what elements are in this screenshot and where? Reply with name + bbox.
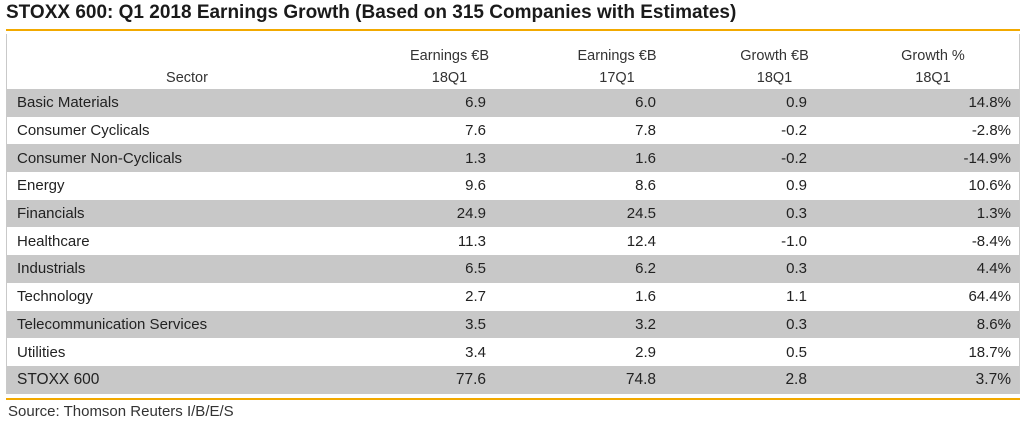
growth-pct-cell: 8.6% [847, 310, 1019, 339]
earnings-17q1-cell: 8.6 [635, 177, 656, 195]
earnings-17q1-cell: 2.9 [635, 343, 656, 361]
growth-eur-cell: 0.3 [702, 255, 847, 283]
header-earnings-17q1: Earnings €B 17Q1 [532, 34, 702, 89]
growth-pct-cell: 18.7% [968, 343, 1011, 361]
table-row: Consumer Cyclicals 7.6 7.8 -0.2 -2.8% [7, 117, 1019, 145]
header-growth-eur: Growth €B 18Q1 [702, 34, 847, 89]
header-period: 18Q1 [915, 70, 951, 86]
growth-eur-cell: -0.2 [702, 144, 847, 173]
earnings-17q1-cell: 24.5 [532, 199, 702, 228]
source-note: Source: Thomson Reuters I/B/E/S [8, 403, 234, 420]
table-title: STOXX 600: Q1 2018 Earnings Growth (Base… [6, 2, 737, 23]
growth-eur-cell: 0.5 [786, 343, 807, 361]
table-row: Basic Materials 6.9 6.0 0.9 14.8% [7, 89, 1019, 117]
table-row: Energy 9.6 8.6 0.9 10.6% [7, 172, 1019, 200]
sector-cell: Financials [7, 199, 367, 228]
earnings-17q1-cell: 12.4 [626, 232, 656, 250]
sector-cell: Healthcare [17, 232, 90, 250]
earnings-17q1-cell: 1.6 [635, 288, 656, 306]
growth-pct-cell: 64.4% [968, 288, 1011, 306]
sector-cell: Consumer Non-Cyclicals [7, 144, 367, 173]
sector-cell: Basic Materials [7, 89, 367, 117]
header-period: 18Q1 [431, 70, 468, 86]
earnings-18q1-cell: 6.5 [367, 255, 532, 283]
header-label: Growth €B [740, 48, 809, 64]
growth-pct-cell: 14.8% [847, 89, 1019, 117]
header-label: Growth % [901, 48, 965, 64]
earnings-17q1-cell: 3.2 [532, 310, 702, 339]
sector-cell: Energy [17, 177, 65, 195]
growth-eur-cell: -1.0 [781, 232, 807, 250]
total-growth-pct-cell: 3.7% [847, 365, 1019, 394]
earnings-17q1-cell: 6.2 [532, 255, 702, 283]
growth-pct-cell: 4.4% [847, 255, 1019, 283]
total-label-cell: STOXX 600 [7, 365, 367, 394]
earnings-table: Sector Earnings €B 18Q1 Earnings €B 17Q1… [7, 34, 1019, 394]
sector-cell: Consumer Cyclicals [17, 122, 150, 140]
table-row: Telecommunication Services 3.5 3.2 0.3 8… [7, 310, 1019, 339]
earnings-17q1-cell: 7.8 [635, 122, 656, 140]
earnings-18q1-cell: 1.3 [367, 144, 532, 173]
total-earnings-18q1-cell: 77.6 [367, 365, 532, 394]
growth-eur-cell: 0.9 [702, 89, 847, 117]
growth-eur-cell: 1.1 [786, 288, 807, 306]
growth-eur-cell: 0.3 [702, 310, 847, 339]
earnings-18q1-cell: 3.4 [465, 343, 486, 361]
growth-eur-cell: -0.2 [781, 122, 807, 140]
header-label: Earnings €B [577, 48, 657, 64]
table-row: Consumer Non-Cyclicals 1.3 1.6 -0.2 -14.… [7, 144, 1019, 173]
earnings-17q1-cell: 1.6 [532, 144, 702, 173]
growth-pct-cell: 10.6% [968, 177, 1011, 195]
total-row: STOXX 600 77.6 74.8 2.8 3.7% [7, 365, 1019, 394]
earnings-18q1-cell: 11.3 [457, 232, 486, 250]
growth-pct-cell: -14.9% [847, 144, 1019, 173]
earnings-18q1-cell: 2.7 [465, 288, 486, 306]
header-growth-pct: Growth % 18Q1 [847, 34, 1019, 89]
header-row: Sector Earnings €B 18Q1 Earnings €B 17Q1… [7, 34, 1019, 89]
top-accent-rule [6, 29, 1020, 31]
earnings-18q1-cell: 7.6 [465, 122, 486, 140]
header-label: Earnings €B [410, 48, 489, 64]
growth-eur-cell: 0.9 [786, 177, 807, 195]
table-row: Industrials 6.5 6.2 0.3 4.4% [7, 255, 1019, 283]
earnings-18q1-cell: 6.9 [367, 89, 532, 117]
earnings-table-container: Sector Earnings €B 18Q1 Earnings €B 17Q1… [6, 34, 1020, 394]
bottom-accent-rule [6, 398, 1020, 400]
sector-cell: Utilities [17, 343, 66, 361]
header-sector: Sector [166, 70, 208, 86]
earnings-18q1-cell: 3.5 [367, 310, 532, 339]
header-earnings-18q1: Earnings €B 18Q1 [367, 34, 532, 89]
earnings-18q1-cell: 9.6 [465, 177, 486, 195]
earnings-17q1-cell: 6.0 [532, 89, 702, 117]
table-row: Financials 24.9 24.5 0.3 1.3% [7, 199, 1019, 228]
growth-pct-cell: -8.4% [971, 232, 1011, 250]
growth-pct-cell: -2.8% [971, 122, 1011, 140]
earnings-18q1-cell: 24.9 [367, 199, 532, 228]
header-period: 18Q1 [756, 70, 793, 86]
total-growth-eur-cell: 2.8 [702, 365, 847, 394]
sector-cell: Technology [17, 288, 93, 306]
sector-cell: Industrials [7, 255, 367, 283]
total-earnings-17q1-cell: 74.8 [532, 365, 702, 394]
table-row: Utilities 3.4 2.9 0.5 18.7% [7, 338, 1019, 366]
header-period: 17Q1 [599, 70, 635, 86]
growth-pct-cell: 1.3% [847, 199, 1019, 228]
table-row: Healthcare 11.3 12.4 -1.0 -8.4% [7, 227, 1019, 255]
growth-eur-cell: 0.3 [702, 199, 847, 228]
table-row: Technology 2.7 1.6 1.1 64.4% [7, 283, 1019, 311]
sector-cell: Telecommunication Services [7, 310, 367, 339]
